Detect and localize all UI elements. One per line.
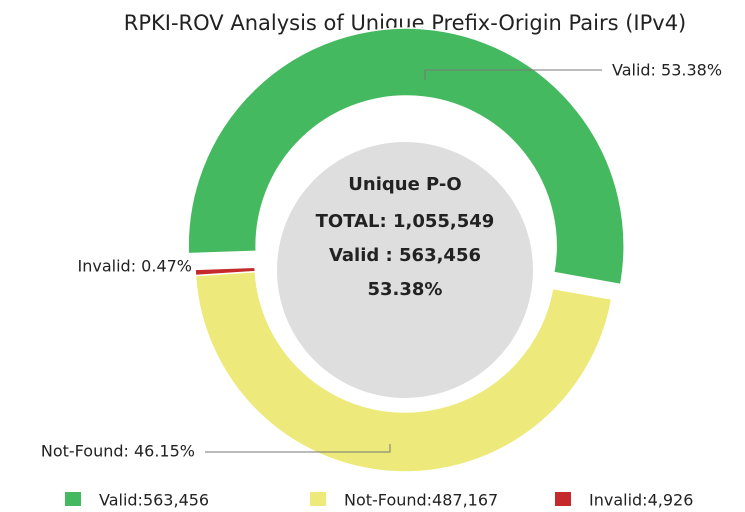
legend-label: Not-Found:487,167 xyxy=(344,491,498,510)
center-text: Valid : 563,456 xyxy=(329,245,481,266)
center-text: TOTAL: 1,055,549 xyxy=(316,211,495,232)
legend-label: Invalid:4,926 xyxy=(589,491,693,510)
legend-swatch xyxy=(65,492,81,506)
center-text: Unique P-O xyxy=(348,174,461,195)
center-disc xyxy=(277,142,533,398)
legend-label: Valid:563,456 xyxy=(99,491,209,510)
donut-slice xyxy=(194,266,257,277)
leader-line xyxy=(205,444,391,453)
slice-label: Not-Found: 46.15% xyxy=(41,442,195,461)
center-text: 53.38% xyxy=(368,279,443,300)
slice-label: Valid: 53.38% xyxy=(612,61,722,80)
slice-label: Invalid: 0.47% xyxy=(78,257,192,276)
legend-swatch xyxy=(310,492,326,506)
donut-slice xyxy=(194,270,613,473)
donut-slice xyxy=(187,27,625,286)
leader-line xyxy=(424,69,602,80)
legend-swatch xyxy=(555,492,571,506)
